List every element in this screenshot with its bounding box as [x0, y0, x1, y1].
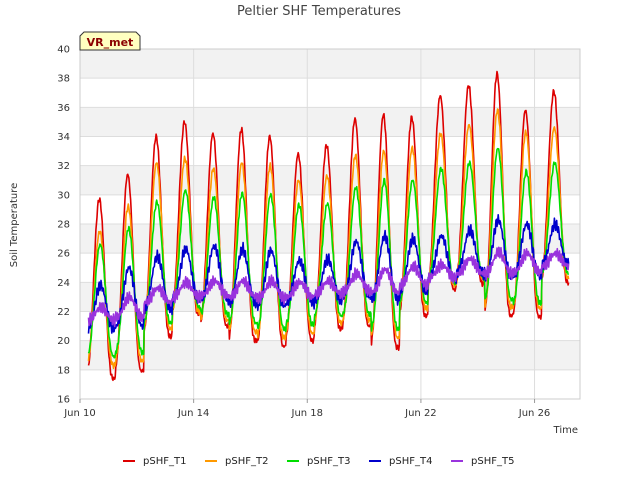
- plot-area: [79, 48, 581, 400]
- series-line-pSHF_T5: [87, 246, 570, 328]
- chart-title: Peltier SHF Temperatures: [237, 4, 401, 19]
- legend-label-pSHF_T1: pSHF_T1: [143, 456, 186, 467]
- y-axis-ticks: 16 18 20 22 24 26 28 30 32 34 36 38 40: [57, 45, 70, 406]
- legend-label-pSHF_T4: pSHF_T4: [389, 456, 432, 467]
- series-lines: [87, 70, 570, 382]
- y-tick-label: 22: [57, 307, 70, 318]
- y-tick-label: 32: [57, 161, 70, 172]
- background-band: [80, 107, 580, 137]
- legend-label-pSHF_T5: pSHF_T5: [471, 456, 514, 467]
- y-axis-label: Soil Temperature: [9, 183, 20, 268]
- y-tick-label: 40: [57, 45, 70, 56]
- station-badge: VR_met: [79, 31, 141, 51]
- y-tick-label: 16: [57, 395, 70, 406]
- station-badge-label: VR_met: [87, 36, 134, 49]
- y-tick-label: 18: [57, 365, 70, 376]
- background-band: [80, 49, 580, 79]
- x-tick-label: Jun 18: [291, 408, 324, 419]
- x-axis-label: Time: [553, 425, 578, 436]
- legend-label-pSHF_T2: pSHF_T2: [225, 456, 268, 467]
- x-tick-label: Jun 26: [518, 408, 551, 419]
- x-tick-label: Jun 22: [404, 408, 437, 419]
- x-tick-label: Jun 10: [63, 408, 96, 419]
- y-tick-label: 28: [57, 220, 70, 231]
- x-axis-ticks: Jun 10 Jun 14 Jun 18 Jun 22 Jun 26: [63, 399, 550, 419]
- y-tick-label: 38: [57, 74, 70, 85]
- legend-label-pSHF_T3: pSHF_T3: [307, 456, 350, 467]
- y-tick-label: 26: [57, 249, 70, 260]
- y-tick-label: 30: [57, 190, 70, 201]
- background-band: [80, 340, 580, 370]
- y-tick-label: 20: [57, 336, 70, 347]
- y-tick-label: 36: [57, 103, 70, 114]
- y-tick-label: 24: [57, 278, 70, 289]
- x-tick-label: Jun 14: [177, 408, 210, 419]
- y-tick-label: 34: [57, 132, 70, 143]
- legend: pSHF_T1 pSHF_T2 pSHF_T3 pSHF_T4 pSHF_T5: [123, 456, 514, 467]
